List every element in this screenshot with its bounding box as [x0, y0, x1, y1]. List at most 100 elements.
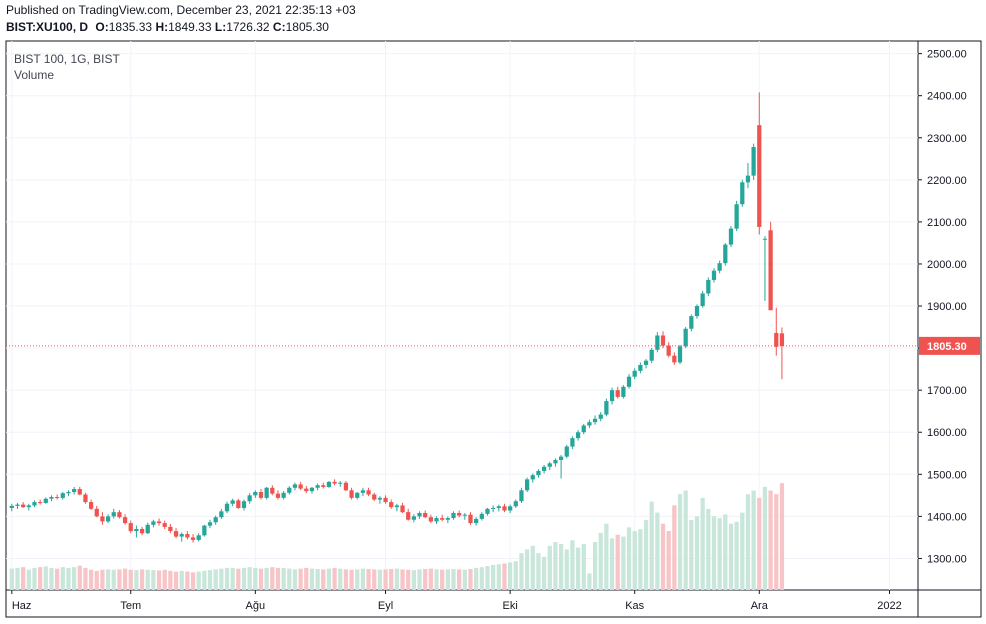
- candle-body: [598, 414, 603, 419]
- candle-body: [564, 446, 569, 457]
- candle-body: [609, 390, 615, 402]
- volume-bar: [60, 567, 65, 590]
- volume-bar: [139, 569, 145, 590]
- price-axis[interactable]: 2500.00 2400.00 2300.00 2200.00 2100.00 2000.…: [918, 49, 980, 566]
- volume-bar: [38, 567, 43, 590]
- volume-bar: [66, 567, 71, 590]
- volume-bar: [134, 570, 139, 590]
- candle-body: [32, 502, 37, 506]
- candle-body: [190, 537, 196, 540]
- candle-body: [417, 513, 422, 517]
- volume-bar: [564, 549, 569, 590]
- price-axis-label: 1900.00: [927, 301, 967, 313]
- candle-body: [621, 386, 626, 397]
- volume-bar: [491, 564, 496, 590]
- volume-bar: [389, 569, 394, 590]
- volume-bar: [774, 494, 779, 590]
- volume-bar: [541, 556, 547, 590]
- volume-bar: [655, 512, 660, 590]
- candle-body: [587, 422, 592, 426]
- low-value: 1726.32: [226, 20, 270, 34]
- candle-body: [496, 506, 501, 508]
- volume-bar: [162, 569, 167, 590]
- volume-bar: [513, 561, 518, 590]
- volume-bar: [77, 565, 82, 590]
- volume-bar: [575, 547, 581, 590]
- candle-body: [530, 475, 535, 480]
- volume-bar: [666, 531, 671, 590]
- candle-body: [502, 506, 507, 511]
- candle-body: [207, 522, 213, 526]
- volume-bar: [236, 568, 241, 590]
- volume-bar: [502, 563, 507, 590]
- price-axis-label: 2400.00: [927, 91, 967, 103]
- candle-body: [779, 333, 785, 346]
- volume-bar: [445, 569, 450, 590]
- volume-bar: [224, 567, 230, 590]
- volume-bar: [326, 568, 332, 590]
- candle-body: [372, 494, 377, 500]
- candle-body: [173, 531, 179, 537]
- time-axis-label: Eki: [502, 600, 517, 612]
- candle-body: [213, 517, 218, 523]
- candle-body: [536, 470, 541, 476]
- candle-body: [247, 495, 252, 502]
- series-legend[interactable]: BIST 100, 1G, BIST: [14, 52, 120, 66]
- candle-body: [400, 505, 405, 513]
- chart-border: [5, 40, 982, 618]
- candle-body: [230, 500, 235, 504]
- time-axis[interactable]: Haz Tem Ağu Eyl Eki Kas Ara 2022: [11, 590, 902, 612]
- volume-bar: [632, 531, 637, 590]
- candle-body: [406, 512, 411, 520]
- volume-bar: [111, 569, 116, 590]
- candle-body: [77, 489, 82, 495]
- candle-body: [236, 500, 241, 508]
- volume-bar: [213, 569, 218, 590]
- price-axis-label: 1700.00: [927, 385, 967, 397]
- candle-body: [43, 498, 48, 503]
- candle-body: [728, 228, 734, 245]
- time-axis-label: Ağu: [246, 600, 266, 612]
- volume-bar: [400, 569, 405, 590]
- last-price-label: 1805.30: [927, 341, 967, 353]
- volume-bar: [26, 569, 31, 590]
- volume-bar: [626, 527, 632, 590]
- volume-bar: [762, 486, 768, 590]
- candle-body: [9, 505, 14, 508]
- time-axis-label: 2022: [877, 600, 901, 612]
- time-axis-label: Tem: [120, 600, 141, 612]
- volume-bar: [417, 569, 422, 590]
- candle-body: [706, 279, 711, 294]
- volume-bar: [570, 540, 575, 590]
- volume-bar: [751, 490, 756, 590]
- candle-body: [723, 244, 728, 264]
- volume-legend[interactable]: Volume: [14, 68, 55, 82]
- candle-body: [287, 487, 292, 493]
- candle-body: [394, 505, 400, 508]
- candle-body: [55, 497, 60, 499]
- close-value: 1805.30: [285, 20, 329, 34]
- candle-body: [241, 501, 247, 508]
- candle-body: [717, 263, 722, 271]
- candle-body: [219, 511, 224, 518]
- volume-bar: [292, 569, 298, 590]
- volume-bar: [207, 570, 213, 590]
- volume-bar: [592, 542, 598, 590]
- published-caption: Published on TradingView.com, December 2…: [6, 3, 356, 17]
- candle-body: [377, 497, 383, 500]
- candle-body: [626, 376, 632, 387]
- volume-bar: [683, 490, 688, 590]
- candle-body: [145, 524, 150, 534]
- candle-body: [151, 521, 156, 525]
- volume-bar: [394, 568, 400, 590]
- volume-bar: [660, 523, 666, 590]
- volume-bar: [643, 520, 649, 590]
- volume-bar: [649, 501, 654, 590]
- volume-bar: [332, 567, 337, 590]
- volume-bar: [309, 568, 315, 590]
- volume-bar: [740, 512, 745, 590]
- candle-body: [304, 488, 309, 492]
- volume-bar: [349, 569, 354, 590]
- volume-bar: [105, 569, 111, 590]
